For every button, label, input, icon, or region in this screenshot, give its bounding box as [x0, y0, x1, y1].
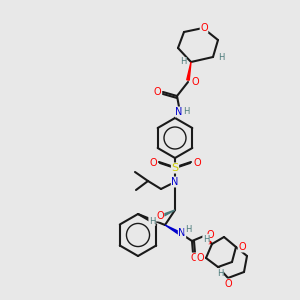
Text: O: O: [191, 77, 199, 87]
Text: O: O: [196, 253, 204, 263]
Text: O: O: [224, 279, 232, 289]
Text: H: H: [149, 217, 155, 226]
Text: H: H: [203, 235, 209, 244]
Text: O: O: [193, 158, 201, 168]
Text: O: O: [149, 158, 157, 168]
Text: H: H: [183, 106, 189, 116]
Text: N: N: [171, 177, 179, 187]
Text: O: O: [206, 230, 214, 240]
Polygon shape: [204, 236, 211, 244]
Text: N: N: [178, 228, 186, 238]
Polygon shape: [187, 62, 191, 80]
Text: O: O: [153, 87, 161, 97]
Text: H: H: [185, 224, 191, 233]
Text: O: O: [190, 253, 198, 263]
Text: H: H: [217, 268, 223, 278]
Text: O: O: [200, 23, 208, 33]
Text: H: H: [218, 52, 224, 62]
Text: S: S: [171, 163, 178, 173]
Text: O: O: [156, 211, 164, 221]
Text: N: N: [175, 107, 183, 117]
Polygon shape: [165, 225, 180, 234]
Text: O: O: [238, 242, 246, 252]
Text: H: H: [180, 58, 186, 67]
Polygon shape: [164, 210, 175, 216]
